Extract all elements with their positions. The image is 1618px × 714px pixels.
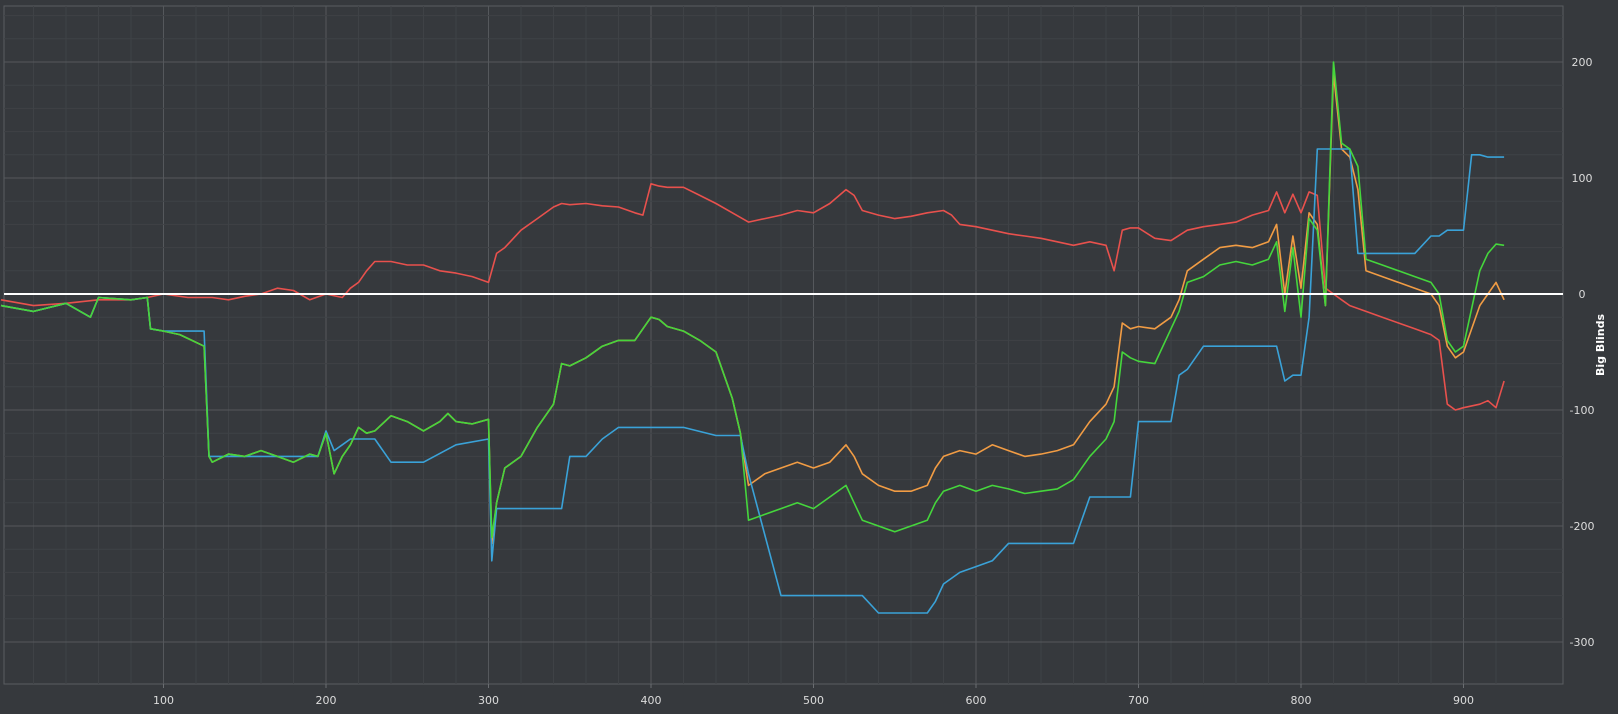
x-tick-label: 300	[478, 694, 499, 707]
series-line-1	[0, 183, 1505, 411]
x-tick-label: 900	[1453, 694, 1474, 707]
plot-area	[3, 5, 1564, 685]
y-axis-ticks: 200 100 0 -100 -200 -300	[1570, 56, 1595, 649]
series-line-3	[0, 148, 1505, 614]
x-tick-label: 100	[153, 694, 174, 707]
x-tick-label: 800	[1291, 694, 1312, 707]
y-tick-label: -100	[1570, 404, 1595, 417]
x-tick-label: 400	[641, 694, 662, 707]
series-line-4	[0, 61, 1505, 539]
y-tick-label: 200	[1572, 56, 1593, 69]
x-tick-label: 700	[1128, 694, 1149, 707]
grid	[4, 6, 1563, 684]
x-tick-label: 200	[316, 694, 337, 707]
y-tick-label: -200	[1570, 520, 1595, 533]
series-lines	[0, 61, 1505, 614]
x-axis-ticks: 100 200 300 400 500 600 700 800 900	[153, 684, 1474, 707]
y-tick-label: -300	[1570, 636, 1595, 649]
y-tick-label: 0	[1579, 288, 1586, 301]
x-tick-label: 600	[966, 694, 987, 707]
y-tick-label: 100	[1572, 172, 1593, 185]
y-axis-title: Big Blinds	[1594, 314, 1607, 376]
x-tick-label: 500	[803, 694, 824, 707]
